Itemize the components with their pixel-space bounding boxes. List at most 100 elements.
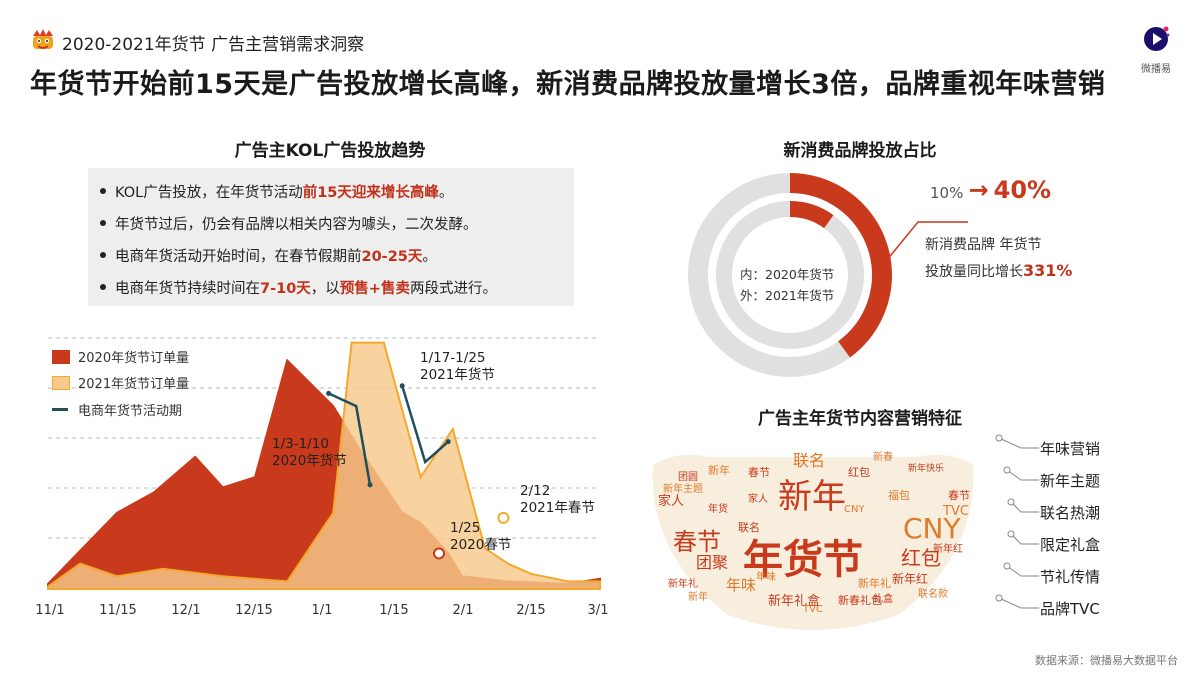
word-cloud-shape	[652, 454, 974, 630]
x-tick: 11/1	[35, 603, 65, 618]
x-tick: 11/15	[99, 603, 137, 618]
feature-item: 年味营销	[1040, 440, 1101, 458]
word-cloud-word: 家人	[748, 494, 768, 505]
donut-from-value: 10%	[930, 184, 964, 202]
lion-mascot-icon	[30, 27, 56, 53]
activity-point	[367, 482, 373, 488]
donut-caption-line1: 新消费品牌 年货节	[925, 237, 1042, 253]
page-headline: 年货节开始前15天是广告投放增长高峰，新消费品牌投放量增长3倍，品牌重视年味营销	[30, 69, 1106, 100]
donut-callout-line	[881, 221, 968, 267]
legend-swatch-activity	[52, 408, 68, 411]
word-cloud-word: 新年	[778, 477, 846, 517]
donut-change-label: 10% → 40%	[930, 176, 1051, 204]
word-cloud-word: 新年主题	[663, 484, 703, 495]
word-cloud-word: 新年红	[892, 572, 929, 586]
brand-logo: 微播易	[1136, 24, 1176, 75]
x-tick: 12/15	[235, 603, 273, 618]
x-tick: 1/15	[379, 603, 409, 618]
activity-point	[326, 390, 332, 396]
area-series-2021	[47, 341, 601, 590]
activity-line-1	[328, 392, 372, 486]
word-cloud-word: 新年礼	[858, 577, 891, 590]
donut-legend-outer: 外：2021年货节	[740, 288, 835, 303]
donut-outer-slice	[789, 173, 892, 358]
features-title: 广告主年货节内容营销特征	[758, 409, 962, 429]
word-cloud-word: 家人	[658, 494, 685, 509]
word-cloud-word: 联名	[793, 451, 826, 470]
word-cloud-word: 春节	[948, 489, 970, 502]
word-cloud-word: 年味	[756, 572, 776, 583]
word-cloud-word: 新春	[873, 452, 893, 463]
word-cloud-word: 新春礼包	[838, 594, 882, 607]
legend-2021: 2021年货节订单量	[52, 373, 189, 392]
trend-area-chart	[47, 337, 601, 590]
activity-point	[445, 439, 451, 445]
word-cloud-word: 新年礼	[668, 579, 698, 590]
word-cloud-word: 年货节	[743, 537, 863, 583]
donut-caption: 新消费品牌 年货节 投放量同比增长331%	[925, 232, 1072, 285]
x-tick: 1/1	[311, 603, 333, 618]
feature-item: 限定礼盒	[1040, 536, 1101, 554]
word-cloud-word: TVC	[803, 604, 823, 615]
legend-activity: 电商年货节活动期	[52, 400, 182, 419]
feature-item: 品牌TVC	[1040, 600, 1100, 618]
data-source: 数据来源：微播易大数据平台	[1035, 654, 1178, 667]
word-cloud-word: 新年红	[933, 544, 963, 555]
legend-2020: 2020年货节订单量	[52, 347, 189, 366]
annotation-2020-spring: 1/25 2020春节	[450, 520, 512, 553]
x-tick: 3/1	[587, 603, 609, 618]
donut-inner-slice	[789, 201, 834, 229]
word-cloud: 年货节 新年 春节 CNY 红包 团聚 联名 年味 新年礼盒 家人 TVC 新年…	[648, 445, 978, 635]
insight-bullet-1: KOL广告投放，在年货节活动前15天迎来增长高峰。	[100, 181, 453, 202]
insight-bullet-2: 年货节过后，仍会有品牌以相关内容为噱头，二次发酵。	[100, 213, 478, 234]
x-tick: 12/1	[171, 603, 201, 618]
feature-item: 节礼传情	[1040, 568, 1101, 586]
feature-item: 新年主题	[1040, 472, 1101, 490]
insight-bullet-3: 电商年货活动开始时间，在春节假期前20-25天。	[100, 245, 437, 266]
donut-legend: 内：2020年货节 外：2021年货节	[740, 264, 834, 306]
feature-item: 联名热潮	[1040, 504, 1101, 522]
legend-swatch-2020	[52, 349, 70, 364]
x-tick: 2/15	[516, 603, 546, 618]
word-cloud-word: 团聚	[696, 553, 729, 572]
donut-caption-line2: 投放量同比增长331%	[925, 261, 1073, 280]
word-cloud-word: 红包	[848, 466, 870, 479]
word-cloud-word: 新年快乐	[908, 464, 945, 474]
word-cloud-word: 年味	[726, 576, 757, 594]
word-cloud-word: 礼盒	[873, 594, 893, 605]
word-cloud-word: 新年	[688, 592, 708, 603]
x-tick: 2/1	[452, 603, 474, 618]
word-cloud-word: 红包	[901, 546, 941, 570]
word-cloud-word: CNY	[903, 512, 961, 545]
word-cloud-word: 联名	[738, 521, 760, 534]
donut-to-value: 40%	[993, 176, 1052, 204]
word-cloud-word: 联名款	[918, 589, 948, 600]
feature-connector-lines	[995, 434, 1039, 609]
annotation-marker	[497, 511, 510, 524]
report-subtitle: 2020-2021年货节 广告主营销需求洞察	[62, 35, 365, 55]
word-cloud-word: 福包	[888, 489, 910, 502]
annotation-marker	[433, 547, 445, 560]
word-cloud-word: 新年	[708, 464, 730, 477]
word-cloud-word: CNY	[844, 504, 865, 515]
donut-chart	[688, 173, 892, 377]
trend-title: 广告主KOL广告投放趋势	[234, 141, 426, 161]
annotation-2021-spring: 2/12 2021年春节	[520, 483, 595, 516]
activity-point	[399, 383, 405, 389]
play-logo-icon	[1144, 26, 1170, 51]
legend-swatch-2021	[52, 375, 70, 390]
insight-bullet-4: 电商年货节持续时间在7-10天，以预售+售卖两段式进行。	[100, 277, 497, 298]
annotation-2021-festival: 1/17-1/25 2021年货节	[420, 350, 495, 383]
insight-box: KOL广告投放，在年货节活动前15天迎来增长高峰。 年货节过后，仍会有品牌以相关…	[88, 168, 574, 306]
word-cloud-word: 新年礼盒	[768, 594, 821, 609]
word-cloud-word: TVC	[943, 504, 969, 519]
annotation-2020-festival: 1/3-1/10 2020年货节	[272, 436, 347, 469]
word-cloud-word: 春节	[748, 466, 770, 479]
word-cloud-word: 年货	[708, 504, 728, 515]
word-cloud-word: 团圆	[678, 472, 698, 483]
donut-legend-inner: 内：2020年货节	[740, 267, 835, 282]
activity-line-2	[401, 385, 450, 465]
donut-title: 新消费品牌投放占比	[783, 141, 937, 161]
brand-name: 微播易	[1141, 64, 1171, 75]
word-cloud-word: 春节	[673, 528, 721, 556]
